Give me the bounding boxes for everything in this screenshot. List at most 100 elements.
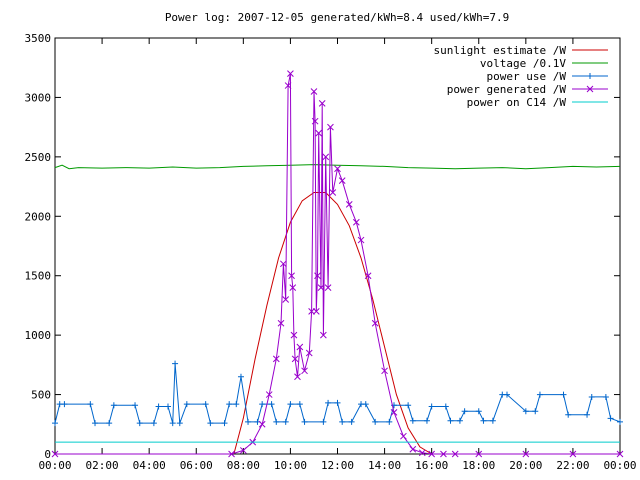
series-layer <box>51 70 624 458</box>
data-point <box>423 417 430 424</box>
data-point <box>327 123 334 131</box>
y-tick-label: 1500 <box>25 270 52 283</box>
data-point <box>475 450 483 458</box>
data-point <box>390 409 398 416</box>
x-tick-label: 00:00 <box>38 459 71 472</box>
data-point <box>202 401 209 408</box>
data-point <box>61 401 68 408</box>
series-3 <box>51 70 624 458</box>
x-tick-label: 14:00 <box>368 459 401 472</box>
y-tick-label: 1000 <box>25 329 52 342</box>
data-point <box>602 393 609 400</box>
data-point <box>301 418 308 425</box>
data-point <box>357 236 365 244</box>
data-point <box>296 343 304 351</box>
legend-label: power generated /W <box>447 83 567 96</box>
data-point <box>277 319 285 327</box>
data-point <box>291 355 299 363</box>
data-point <box>92 420 99 427</box>
data-point <box>305 349 313 357</box>
data-point <box>532 408 539 415</box>
data-point <box>308 308 315 315</box>
data-point <box>318 100 326 107</box>
data-point <box>456 417 463 424</box>
data-point <box>616 450 624 458</box>
y-tick-label: 0 <box>44 448 51 461</box>
data-point <box>565 411 572 418</box>
data-point <box>287 401 294 408</box>
legend-label: power on C14 /W <box>467 96 567 109</box>
data-point <box>569 450 577 458</box>
data-point <box>136 420 143 427</box>
data-point <box>418 449 426 457</box>
data-point <box>183 401 190 408</box>
data-point <box>345 201 353 208</box>
data-point <box>447 417 454 424</box>
data-point <box>588 393 595 400</box>
x-tick-label: 02:00 <box>86 459 119 472</box>
data-point <box>289 284 297 291</box>
data-point <box>51 450 59 458</box>
x-tick-label: 00:00 <box>603 459 636 472</box>
data-point <box>273 418 280 425</box>
data-point <box>324 284 332 291</box>
x-tick-label: 08:00 <box>227 459 260 472</box>
y-axis: 0 500 1000 1500 2000 2500 3000 3500 <box>25 32 620 461</box>
data-point <box>617 418 623 425</box>
data-point <box>409 417 416 424</box>
data-point <box>288 272 295 280</box>
y-tick-label: 2000 <box>25 210 52 223</box>
data-point <box>314 272 321 280</box>
data-point <box>155 403 162 410</box>
data-point <box>296 401 303 408</box>
data-point <box>489 417 496 424</box>
data-point <box>258 420 266 428</box>
data-point <box>284 82 292 89</box>
data-point <box>169 420 176 427</box>
data-point <box>428 403 435 410</box>
series-2 <box>52 360 623 427</box>
y-tick-label: 3500 <box>25 32 52 45</box>
y-tick-label: 2500 <box>25 151 52 164</box>
data-point <box>334 165 341 173</box>
x-tick-label: 12:00 <box>321 459 354 472</box>
data-point <box>265 391 273 398</box>
chart-title: Power log: 2007-12-05 generated/kWh=8.4 … <box>165 11 509 24</box>
x-tick-label: 18:00 <box>462 459 495 472</box>
data-point <box>221 420 228 427</box>
data-point <box>132 402 139 409</box>
data-point <box>294 373 301 381</box>
data-point <box>165 403 171 410</box>
x-tick-label: 04:00 <box>133 459 166 472</box>
data-point <box>228 450 235 458</box>
x-axis: 00:00 02:00 04:00 06:00 08:00 10:00 12:00 14:00… <box>38 38 637 472</box>
data-point <box>442 403 449 410</box>
series-line <box>54 164 621 170</box>
data-point <box>237 373 244 380</box>
data-point <box>329 189 337 196</box>
x-tick-label: 06:00 <box>180 459 213 472</box>
data-point <box>461 408 468 415</box>
data-point <box>106 420 113 427</box>
series-line <box>233 192 432 455</box>
data-point <box>87 401 94 408</box>
data-point <box>338 177 346 184</box>
data-point <box>352 218 360 226</box>
data-point <box>176 420 183 427</box>
data-point <box>334 399 341 406</box>
data-point <box>372 418 379 425</box>
data-point <box>522 450 530 458</box>
legend-label: voltage /0.1V <box>480 57 566 70</box>
legend-label: power use /W <box>487 70 567 83</box>
data-point <box>400 432 407 440</box>
data-point <box>233 401 240 408</box>
series-0 <box>233 192 432 455</box>
data-point <box>504 391 510 398</box>
data-point <box>320 331 327 339</box>
data-point <box>409 445 417 453</box>
legend-marker <box>587 73 593 79</box>
y-tick-label: 3000 <box>25 91 52 104</box>
data-point <box>259 401 266 408</box>
